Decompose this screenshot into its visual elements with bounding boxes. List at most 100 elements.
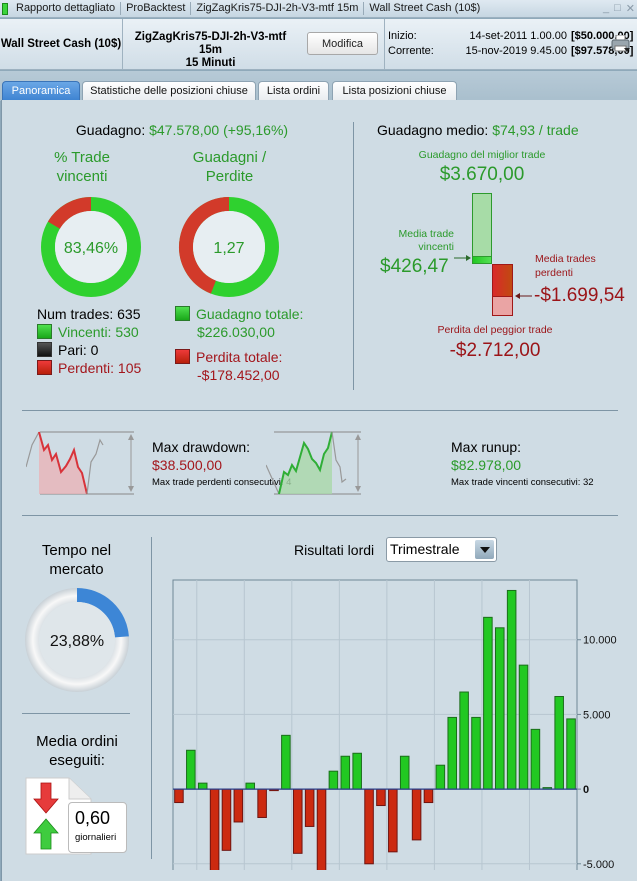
y-tick-label: -5.000 [583, 859, 614, 870]
avg-loss-label-line: perdenti [535, 267, 573, 279]
title-segment: ProBacktest [121, 2, 192, 15]
num-trades: Num trades: 635 [37, 306, 141, 322]
market-time-title: Tempo nel mercato [24, 541, 129, 579]
bar-2011Q4 [186, 749, 196, 790]
overview-panel: Guadagno: $47.578,00 (+95,16%) % Trade v… [1, 100, 637, 881]
total-loss-amount: -$178.452,00 [197, 367, 280, 383]
gain-loss-title: Guadagni / Perdite [177, 148, 282, 186]
market-time-title-line: Tempo nel [41, 542, 112, 559]
bar-2015Q1 [340, 755, 351, 790]
bar-2014Q4 [328, 770, 339, 790]
avg-win-value: $426,47 [380, 256, 449, 277]
strategy-name: ZigZagKris75-DJI-2h-V3-mtf 15m [134, 31, 287, 56]
down-arrow-icon [33, 782, 59, 814]
bar-2013Q2 [257, 788, 267, 818]
worst-trade-value: -$2.712,00 [449, 340, 541, 361]
tab-panoramica[interactable]: Panoramica [2, 81, 80, 100]
y-tick-label: 0 [583, 784, 589, 796]
strategy-info: ZigZagKris75-DJI-2h-V3-mtf 15m 15 Minuti… [123, 19, 385, 69]
avg-loss-label-line: Media trades [535, 253, 596, 265]
bar-2012Q4 [233, 788, 244, 823]
total-loss-swatch [175, 349, 190, 364]
total-gain: Guadagno: $47.578,00 (+95,16%) [2, 122, 362, 138]
bar-2018Q4 [518, 664, 529, 790]
bar-2016Q1 [388, 788, 398, 853]
tab-closed-position-stats[interactable]: Statistiche delle posizioni chiuse [82, 81, 256, 100]
total-gain-label: Guadagno: [75, 122, 146, 138]
bar-2017Q1 [435, 764, 446, 790]
drawdown-sparkline [26, 431, 134, 495]
horizontal-divider [22, 410, 618, 411]
total-loss-label: Perdita totale: [196, 349, 283, 365]
chevron-down-icon[interactable] [475, 540, 494, 559]
bar-2011Q3 [174, 788, 184, 804]
bar-2017Q2 [447, 716, 458, 790]
maximize-button[interactable]: □ [614, 2, 621, 14]
max-consec-wins: Max trade vincenti consecutivi: 32 [451, 474, 594, 492]
bar-2019Q1 [530, 728, 541, 790]
period-select[interactable]: Trimestrale [386, 537, 497, 562]
max-consec-losses-label: Max trade perdenti consecutivi: [152, 477, 284, 488]
totals-legend: Guadagno totale: $226.030,00 Perdita tot… [175, 305, 303, 384]
avg-loss-value: -$1.699,54 [534, 285, 625, 306]
avg-orders-unit: giornalieri [75, 832, 117, 843]
win-pct-title: % Trade vincenti [32, 148, 132, 186]
winners-count: Vincenti: 530 [58, 324, 139, 340]
bar-2013Q1 [245, 782, 256, 790]
tab-closed-positions-list[interactable]: Lista posizioni chiuse [332, 81, 457, 100]
market-time-arc [76, 588, 129, 638]
printer-icon[interactable] [611, 35, 631, 53]
market-time-title-line: mercato [49, 561, 104, 578]
bar-2015Q2 [352, 752, 362, 790]
start-date: 14-set-2011 1.00.00 [469, 30, 567, 42]
avg-win-label: Media trade vincenti [382, 228, 454, 254]
max-drawdown-value: $38.500,00 [152, 457, 223, 473]
max-runup: Max runup: $82.978,00 Max trade vincenti… [451, 438, 594, 492]
minimize-button[interactable]: _ [603, 2, 610, 14]
losers-count: Perdenti: 105 [58, 360, 142, 376]
total-gain-label2: Guadagno totale: [196, 306, 304, 322]
tab-bar: Panoramica Statistiche delle posizioni c… [0, 71, 637, 101]
instrument-name: Wall Street Cash (10$) [0, 19, 123, 69]
bar-2016Q4 [423, 788, 434, 804]
horizontal-divider [22, 515, 618, 516]
win-pct-donut: 83,46% [41, 197, 141, 297]
max-runup-value: $82.978,00 [451, 457, 522, 473]
date-range: Inizio: 14-set-2011 1.00.00 [$50.000,00] C… [385, 19, 637, 69]
avg-win-label-line: Media trade [398, 228, 454, 240]
current-label: Corrente: [388, 45, 434, 57]
strategy-timeframe: 15 Minuti [185, 57, 236, 69]
avg-orders-title: Media ordini eseguiti: [22, 732, 132, 770]
bar-2015Q3 [364, 788, 374, 865]
bar-2019Q4 [566, 718, 576, 790]
gain-loss-donut: 1,27 [179, 197, 279, 297]
horizontal-divider [22, 713, 130, 714]
bar-2012Q1 [197, 782, 208, 790]
window-titlebar: Rapporto dettagliato ProBacktest ZigZagK… [0, 0, 637, 18]
modify-button[interactable]: Modifica [307, 32, 378, 55]
bar-2014Q1 [292, 788, 303, 854]
avg-orders-value: 0,60 [75, 808, 111, 828]
max-consec-wins-label: Max trade vincenti consecutivi: [451, 477, 581, 488]
up-arrow-icon [33, 818, 59, 850]
bar-2012Q3 [221, 788, 232, 851]
y-tick-label: 5.000 [583, 709, 611, 721]
best-trade-label: Guadagno del miglior trade [418, 149, 546, 161]
gross-results-chart: 2012201320142015201620172018201910.0005.… [172, 579, 617, 870]
market-time-value: 23,88% [50, 633, 104, 650]
win-pct-value: 83,46% [64, 240, 118, 257]
tab-order-list[interactable]: Lista ordini [258, 81, 329, 100]
worst-trade-label: Perdita del peggior trade [437, 324, 553, 336]
max-drawdown-label: Max drawdown: [152, 439, 251, 455]
best-trade-bar [472, 193, 492, 264]
title-segment: ZigZagKris75-DJI-2h-V3-mtf 15m [191, 2, 365, 15]
period-selected: Trimestrale [390, 541, 460, 557]
close-button[interactable]: ✕ [625, 3, 635, 15]
title-segment: Rapporto dettagliato [11, 2, 122, 15]
avg-win-bar [472, 256, 492, 264]
total-gain-swatch [175, 306, 190, 321]
avg-loss-arrow-icon [515, 293, 532, 299]
avg-gain: Guadagno medio: $74,93 / trade [377, 122, 579, 138]
market-time-donut: 23,88% [25, 588, 129, 692]
avg-loss-label: Media trades perdenti [535, 252, 596, 280]
